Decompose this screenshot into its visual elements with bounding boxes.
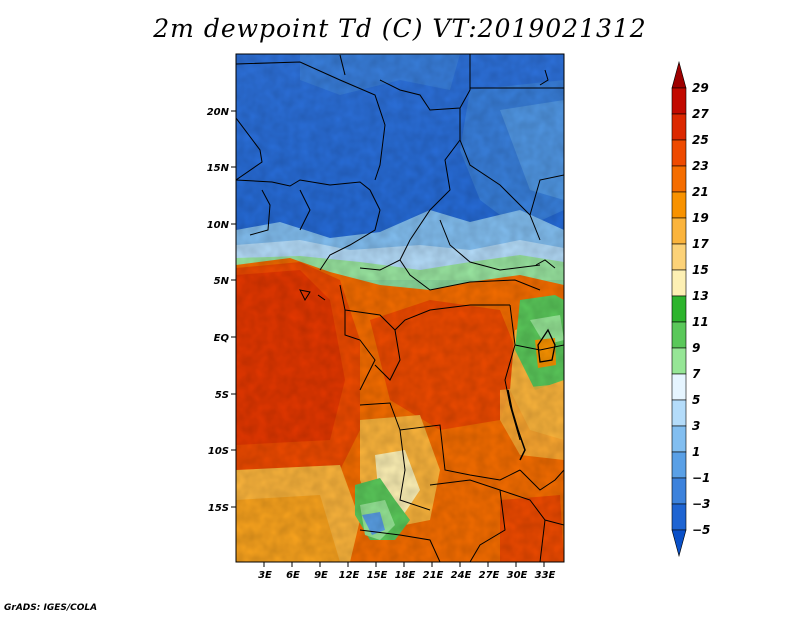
colorbar-swatch bbox=[671, 529, 687, 558]
dewpoint-field bbox=[236, 54, 564, 562]
lat-label-10n: 10N bbox=[207, 220, 230, 231]
colorbar-swatch bbox=[671, 191, 687, 219]
plot-frame bbox=[235, 53, 565, 563]
colorbar-swatch bbox=[671, 347, 687, 375]
colorbar-swatch bbox=[671, 477, 687, 505]
lat-label-15n: 15N bbox=[207, 163, 230, 174]
colorbar-label: −3 bbox=[692, 497, 710, 511]
colorbar-swatch bbox=[671, 295, 687, 323]
colorbar-label: 27 bbox=[692, 107, 709, 121]
colorbar-label: 15 bbox=[692, 263, 709, 277]
colorbar: 29 27 25 23 21 19 17 15 13 11 9 7 5 3 1 −1 −3 −5 bbox=[671, 60, 710, 558]
colorbar-swatch bbox=[671, 217, 687, 245]
colorbar-label: 23 bbox=[692, 159, 709, 173]
colorbar-label: −1 bbox=[692, 471, 710, 485]
lon-label-9e: 9E bbox=[314, 570, 328, 581]
lon-label-3e: 3E bbox=[258, 570, 272, 581]
colorbar-label: −5 bbox=[692, 523, 710, 537]
lat-label-15s: 15S bbox=[208, 503, 229, 514]
lon-label-12e: 12E bbox=[339, 570, 360, 581]
colorbar-swatch bbox=[671, 165, 687, 193]
latitude-axis: 20N 15N 10N 5N EQ 5S 10S 15S bbox=[207, 107, 236, 514]
colorbar-swatch bbox=[671, 373, 687, 401]
lat-label-5s: 5S bbox=[215, 390, 229, 401]
lon-label-24e: 24E bbox=[451, 570, 472, 581]
longitude-axis: 3E 6E 9E 12E 15E 18E 21E 24E 27E 30E 33E bbox=[258, 562, 556, 581]
colorbar-swatch bbox=[671, 321, 687, 349]
colorbar-label: 11 bbox=[692, 315, 709, 329]
colorbar-label: 17 bbox=[692, 237, 709, 251]
lat-label-eq: EQ bbox=[214, 333, 230, 344]
colorbar-label: 7 bbox=[692, 367, 701, 381]
colorbar-label: 21 bbox=[692, 185, 709, 199]
lon-label-18e: 18E bbox=[395, 570, 416, 581]
country-borders bbox=[236, 54, 564, 562]
colorbar-swatch bbox=[671, 269, 687, 297]
grads-credit: GrADS: IGES/COLA bbox=[4, 603, 98, 613]
colorbar-swatch bbox=[671, 243, 687, 271]
colorbar-swatch bbox=[671, 425, 687, 453]
lat-label-5n: 5N bbox=[214, 276, 230, 287]
colorbar-swatch bbox=[671, 87, 687, 115]
colorbar-label: 19 bbox=[692, 211, 709, 225]
colorbar-swatch bbox=[671, 399, 687, 427]
colorbar-swatch bbox=[671, 60, 687, 89]
colorbar-swatch bbox=[671, 451, 687, 479]
colorbar-label: 29 bbox=[692, 81, 709, 95]
colorbar-label: 9 bbox=[692, 341, 700, 355]
colorbar-label: 1 bbox=[692, 445, 700, 459]
lon-label-15e: 15E bbox=[367, 570, 388, 581]
colorbar-swatch bbox=[671, 113, 687, 141]
lon-label-33e: 33E bbox=[535, 570, 556, 581]
colorbar-label: 13 bbox=[692, 289, 709, 303]
colorbar-label: 25 bbox=[692, 133, 709, 147]
colorbar-label: 5 bbox=[692, 393, 700, 407]
colorbar-label: 3 bbox=[692, 419, 700, 433]
lat-label-10s: 10S bbox=[208, 446, 229, 457]
lon-label-30e: 30E bbox=[507, 570, 528, 581]
lat-label-20n: 20N bbox=[207, 107, 230, 118]
colorbar-swatch bbox=[671, 139, 687, 167]
map-title: 2m dewpoint Td (C) VT:2019021312 bbox=[153, 14, 647, 43]
lon-label-6e: 6E bbox=[286, 570, 300, 581]
lon-label-21e: 21E bbox=[423, 570, 444, 581]
colorbar-swatch bbox=[671, 503, 687, 531]
lon-label-27e: 27E bbox=[479, 570, 500, 581]
